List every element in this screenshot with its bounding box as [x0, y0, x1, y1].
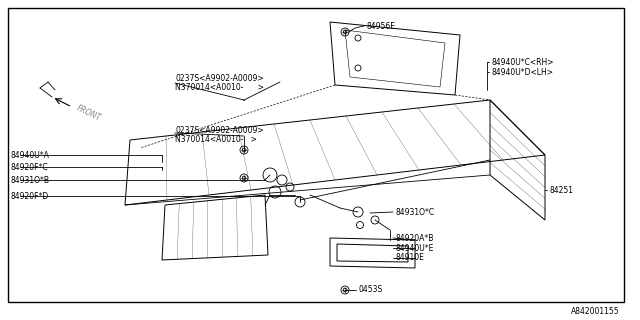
- Text: FRONT: FRONT: [75, 103, 102, 123]
- Text: 84931O*C: 84931O*C: [395, 207, 434, 217]
- Text: 84920F*C: 84920F*C: [10, 163, 47, 172]
- Text: 84940U*D<LH>: 84940U*D<LH>: [491, 68, 553, 76]
- Text: 0237S<A9902-A0009>: 0237S<A9902-A0009>: [175, 74, 264, 83]
- Text: 84956E: 84956E: [366, 21, 395, 30]
- Text: N370014<A0010-      >: N370014<A0010- >: [175, 83, 264, 92]
- Text: 84940U*A: 84940U*A: [10, 150, 49, 159]
- Text: 84920A*B: 84920A*B: [395, 234, 433, 243]
- Text: 84931O*B: 84931O*B: [10, 175, 49, 185]
- Text: N370014<A0010-   >: N370014<A0010- >: [175, 134, 257, 143]
- Text: 84251: 84251: [549, 186, 573, 195]
- Text: 84940U*E: 84940U*E: [395, 244, 433, 252]
- Text: 84910E: 84910E: [395, 253, 424, 262]
- Text: 0453S: 0453S: [358, 285, 382, 294]
- Text: 84920F*D: 84920F*D: [10, 191, 48, 201]
- Text: 0237S<A9902-A0009>: 0237S<A9902-A0009>: [175, 125, 264, 134]
- Text: A842001155: A842001155: [572, 308, 620, 316]
- Text: 84940U*C<RH>: 84940U*C<RH>: [491, 58, 554, 67]
